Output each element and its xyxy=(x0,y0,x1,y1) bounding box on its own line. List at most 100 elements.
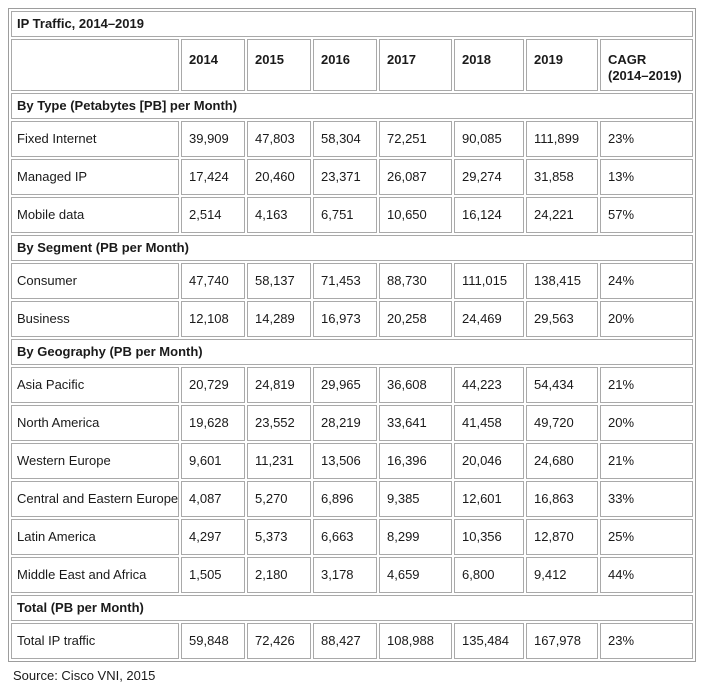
value-cell: 29,563 xyxy=(526,301,598,337)
table-row: North America 19,628 23,552 28,219 33,641 41,… xyxy=(11,405,694,441)
row-label: Managed IP xyxy=(11,159,179,195)
section-header: By Segment (PB per Month) xyxy=(11,235,694,261)
column-header-row: 2014 2015 2016 2017 2018 2019 CAGR (2014… xyxy=(11,39,694,91)
row-label: Central and Eastern Europe xyxy=(11,481,179,517)
cagr-cell: 33% xyxy=(600,481,694,517)
year-header-2018: 2018 xyxy=(454,39,524,91)
corner-cell xyxy=(11,39,179,91)
value-cell: 12,870 xyxy=(526,519,598,555)
table-row: Business 12,108 14,289 16,973 20,258 24,469 29… xyxy=(11,301,694,337)
value-cell: 8,299 xyxy=(379,519,452,555)
value-cell: 72,251 xyxy=(379,121,452,157)
cagr-cell: 20% xyxy=(600,405,694,441)
table-row: Latin America 4,297 5,373 6,663 8,299 10,356 1… xyxy=(11,519,694,555)
row-label: Mobile data xyxy=(11,197,179,233)
value-cell: 26,087 xyxy=(379,159,452,195)
value-cell: 1,505 xyxy=(181,557,245,593)
value-cell: 135,484 xyxy=(454,623,524,659)
row-label: Business xyxy=(11,301,179,337)
value-cell: 88,730 xyxy=(379,263,452,299)
value-cell: 58,304 xyxy=(313,121,377,157)
table-row: Middle East and Africa 1,505 2,180 3,178 4,6… xyxy=(11,557,694,593)
value-cell: 39,909 xyxy=(181,121,245,157)
value-cell: 14,289 xyxy=(247,301,311,337)
value-cell: 33,641 xyxy=(379,405,452,441)
value-cell: 11,231 xyxy=(247,443,311,479)
value-cell: 16,124 xyxy=(454,197,524,233)
value-cell: 23,371 xyxy=(313,159,377,195)
row-label: Latin America xyxy=(11,519,179,555)
value-cell: 6,896 xyxy=(313,481,377,517)
value-cell: 31,858 xyxy=(526,159,598,195)
row-label: Total IP traffic xyxy=(11,623,179,659)
value-cell: 24,680 xyxy=(526,443,598,479)
value-cell: 20,460 xyxy=(247,159,311,195)
cagr-cell: 23% xyxy=(600,623,694,659)
value-cell: 90,085 xyxy=(454,121,524,157)
cagr-header-line2: (2014–2019) xyxy=(608,68,682,83)
value-cell: 58,137 xyxy=(247,263,311,299)
value-cell: 5,373 xyxy=(247,519,311,555)
value-cell: 54,434 xyxy=(526,367,598,403)
year-header-2019: 2019 xyxy=(526,39,598,91)
cagr-header: CAGR (2014–2019) xyxy=(600,39,694,91)
table-row: Total IP traffic 59,848 72,426 88,427 108,98… xyxy=(11,623,694,659)
value-cell: 2,514 xyxy=(181,197,245,233)
section-header-row: By Geography (PB per Month) xyxy=(11,339,694,365)
value-cell: 4,659 xyxy=(379,557,452,593)
value-cell: 16,396 xyxy=(379,443,452,479)
section-header: By Type (Petabytes [PB] per Month) xyxy=(11,93,694,119)
row-label: Middle East and Africa xyxy=(11,557,179,593)
value-cell: 3,178 xyxy=(313,557,377,593)
cagr-cell: 24% xyxy=(600,263,694,299)
table-row: Western Europe 9,601 11,231 13,506 16,396 20,… xyxy=(11,443,694,479)
value-cell: 6,751 xyxy=(313,197,377,233)
value-cell: 10,650 xyxy=(379,197,452,233)
value-cell: 36,608 xyxy=(379,367,452,403)
value-cell: 20,046 xyxy=(454,443,524,479)
table-row: Asia Pacific 20,729 24,819 29,965 36,608 44,2… xyxy=(11,367,694,403)
cagr-cell: 21% xyxy=(600,443,694,479)
table-row: Mobile data 2,514 4,163 6,751 10,650 16,124 24… xyxy=(11,197,694,233)
table-title: IP Traffic, 2014–2019 xyxy=(11,11,694,37)
section-header-row: By Type (Petabytes [PB] per Month) xyxy=(11,93,694,119)
value-cell: 19,628 xyxy=(181,405,245,441)
cagr-cell: 21% xyxy=(600,367,694,403)
value-cell: 111,899 xyxy=(526,121,598,157)
value-cell: 16,973 xyxy=(313,301,377,337)
value-cell: 16,863 xyxy=(526,481,598,517)
value-cell: 10,356 xyxy=(454,519,524,555)
value-cell: 167,978 xyxy=(526,623,598,659)
value-cell: 9,412 xyxy=(526,557,598,593)
value-cell: 72,426 xyxy=(247,623,311,659)
value-cell: 47,803 xyxy=(247,121,311,157)
row-label: Fixed Internet xyxy=(11,121,179,157)
value-cell: 88,427 xyxy=(313,623,377,659)
cagr-header-line1: CAGR xyxy=(608,52,647,67)
row-label: North America xyxy=(11,405,179,441)
value-cell: 20,258 xyxy=(379,301,452,337)
value-cell: 2,180 xyxy=(247,557,311,593)
value-cell: 59,848 xyxy=(181,623,245,659)
year-header-2016: 2016 xyxy=(313,39,377,91)
value-cell: 24,819 xyxy=(247,367,311,403)
cagr-cell: 57% xyxy=(600,197,694,233)
table-row: Consumer 47,740 58,137 71,453 88,730 111,015 1… xyxy=(11,263,694,299)
value-cell: 9,385 xyxy=(379,481,452,517)
source-note: Source: Cisco VNI, 2015 xyxy=(13,668,156,683)
value-cell: 12,601 xyxy=(454,481,524,517)
value-cell: 71,453 xyxy=(313,263,377,299)
table-row: Central and Eastern Europe 4,087 5,270 6,89… xyxy=(11,481,694,517)
year-header-2014: 2014 xyxy=(181,39,245,91)
value-cell: 138,415 xyxy=(526,263,598,299)
value-cell: 44,223 xyxy=(454,367,524,403)
year-header-2015: 2015 xyxy=(247,39,311,91)
value-cell: 4,087 xyxy=(181,481,245,517)
section-header: Total (PB per Month) xyxy=(11,595,694,621)
value-cell: 17,424 xyxy=(181,159,245,195)
cagr-cell: 23% xyxy=(600,121,694,157)
cagr-cell: 20% xyxy=(600,301,694,337)
value-cell: 9,601 xyxy=(181,443,245,479)
value-cell: 4,297 xyxy=(181,519,245,555)
